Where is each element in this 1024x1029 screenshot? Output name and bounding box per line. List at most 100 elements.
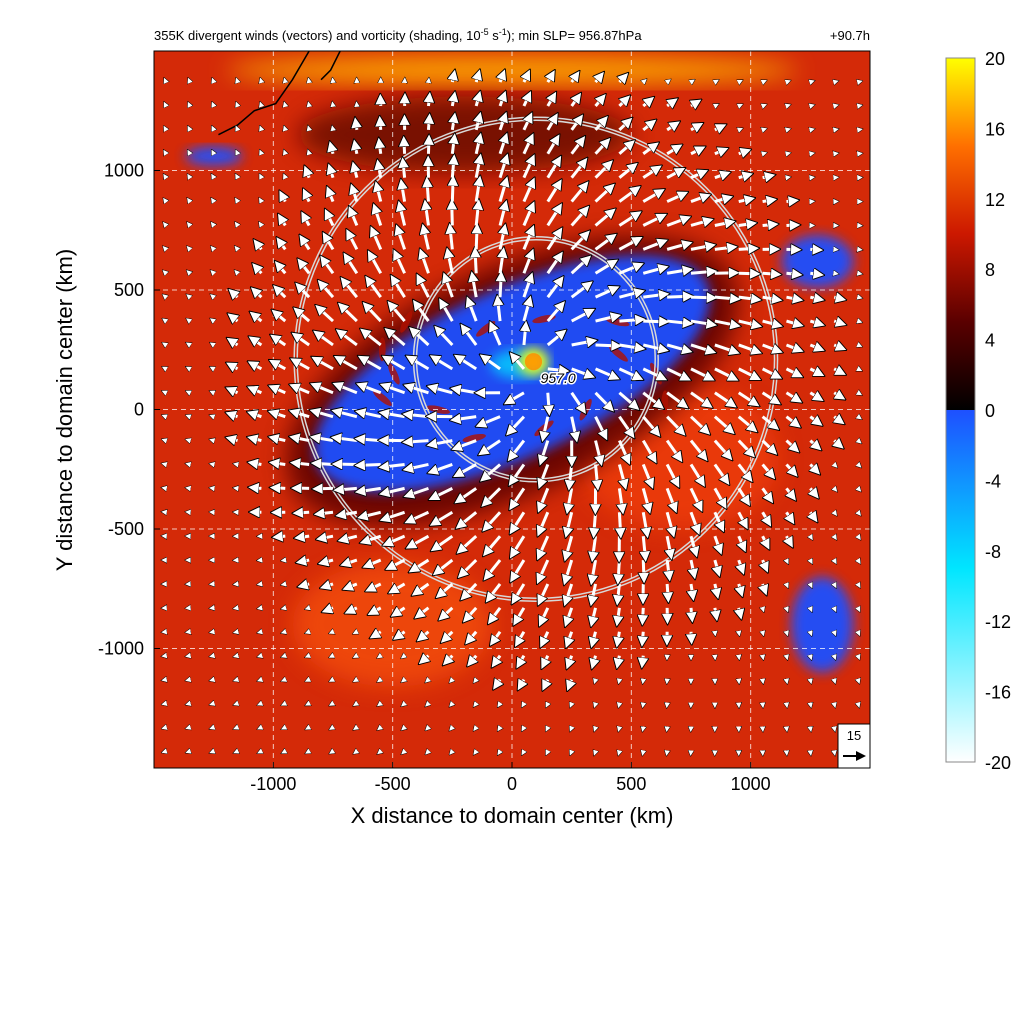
wind-vector — [786, 632, 787, 636]
wind-vector — [786, 129, 790, 130]
vorticity-warm-region — [292, 562, 492, 686]
wind-vector — [308, 78, 309, 82]
chart-title: 355K divergent winds (vectors) and vorti… — [154, 27, 642, 43]
wind-vector — [257, 584, 261, 585]
wind-vector — [335, 488, 357, 490]
wind-vector — [234, 632, 238, 633]
wind-vector — [475, 248, 476, 273]
wind-vector — [281, 608, 285, 609]
wind-vector — [691, 608, 692, 622]
x-axis-label: X distance to domain center (km) — [351, 803, 674, 828]
colorbar-positive — [946, 58, 975, 410]
wind-vector — [281, 560, 285, 561]
wind-vector — [210, 680, 214, 681]
wind-vector — [810, 680, 811, 684]
storm-center: 957.0 — [541, 370, 576, 386]
wind-vector — [162, 463, 166, 464]
wind-vector — [210, 464, 214, 465]
x-tick-label: 0 — [507, 774, 517, 794]
wind-vector — [284, 102, 285, 106]
wind-vector — [834, 680, 835, 684]
x-tick-label: 500 — [616, 774, 646, 794]
wind-vector — [786, 727, 787, 731]
wind-vector — [715, 273, 738, 274]
wind-vector — [858, 297, 862, 298]
wind-vector — [618, 751, 619, 755]
vorticity-negative-patch — [791, 577, 853, 673]
x-tick-label: -1000 — [250, 774, 296, 794]
wind-vector — [739, 248, 758, 249]
wind-vector — [380, 117, 381, 130]
wind-vector — [739, 656, 740, 660]
wind-vector — [810, 656, 811, 660]
wind-vector — [313, 488, 333, 489]
plot-area: 957.0 — [154, 51, 870, 768]
y-tick-label: 1000 — [104, 161, 144, 181]
wind-vector — [642, 727, 643, 731]
wind-vector — [291, 463, 309, 465]
colorbar-tick-label: -4 — [985, 471, 1001, 491]
wind-vector — [691, 632, 692, 644]
wind-vector — [858, 105, 862, 106]
wind-vector — [186, 703, 190, 704]
wind-vector — [186, 656, 190, 657]
wind-vector — [257, 608, 261, 609]
colorbar-tick-label: -20 — [985, 753, 1011, 773]
wind-vector — [452, 156, 454, 178]
wind-vector — [619, 512, 620, 537]
wind-vector — [162, 703, 166, 704]
wind-vector — [294, 512, 309, 513]
wind-vector — [594, 512, 596, 537]
wind-vector — [763, 656, 764, 660]
wind-vector — [834, 105, 838, 106]
vorticity-negative-patch — [185, 147, 242, 166]
center-pressure-label: 957.0 — [541, 370, 576, 386]
wind-vector — [858, 703, 859, 707]
wind-vector — [258, 632, 262, 633]
y-axis-label: Y distance to domain center (km) — [52, 249, 77, 571]
wind-vector — [739, 632, 740, 636]
wind-vector — [308, 126, 309, 130]
y-tick-label: 500 — [114, 280, 144, 300]
reference-vector-label: 15 — [847, 728, 861, 743]
wind-vector — [643, 703, 644, 707]
wind-vector — [210, 656, 214, 657]
wind-vector — [834, 81, 838, 82]
wind-vector — [739, 273, 759, 274]
wind-vector — [786, 703, 787, 707]
wind-vector — [500, 272, 501, 297]
wind-vector — [810, 703, 811, 707]
wind-vector — [642, 751, 643, 755]
wind-vector — [404, 441, 429, 443]
wind-vector — [763, 632, 764, 636]
colorbar-tick-label: 12 — [985, 190, 1005, 210]
wind-vector — [162, 512, 166, 513]
wind-vector — [786, 680, 787, 684]
wind-vector — [834, 153, 838, 154]
wind-vector — [162, 680, 166, 681]
wind-vector — [667, 727, 668, 731]
wind-vector — [786, 177, 790, 178]
wind-vector — [858, 273, 862, 274]
wind-vector — [667, 584, 668, 602]
wind-vector — [186, 680, 190, 681]
wind-vector — [810, 177, 814, 178]
wind-vector — [403, 159, 405, 178]
wind-vector — [428, 115, 429, 130]
wind-vector — [186, 488, 190, 489]
wind-vector — [834, 129, 838, 130]
wind-vector — [642, 656, 643, 667]
wind-vector — [210, 608, 214, 609]
vorticity-positive-center — [525, 353, 542, 370]
wind-vector — [810, 273, 822, 275]
wind-vector — [234, 656, 238, 657]
wind-vector — [210, 632, 214, 633]
wind-vector — [763, 153, 767, 154]
x-tick-label: -500 — [375, 774, 411, 794]
wind-vector — [271, 488, 285, 489]
wind-vector — [428, 136, 429, 154]
